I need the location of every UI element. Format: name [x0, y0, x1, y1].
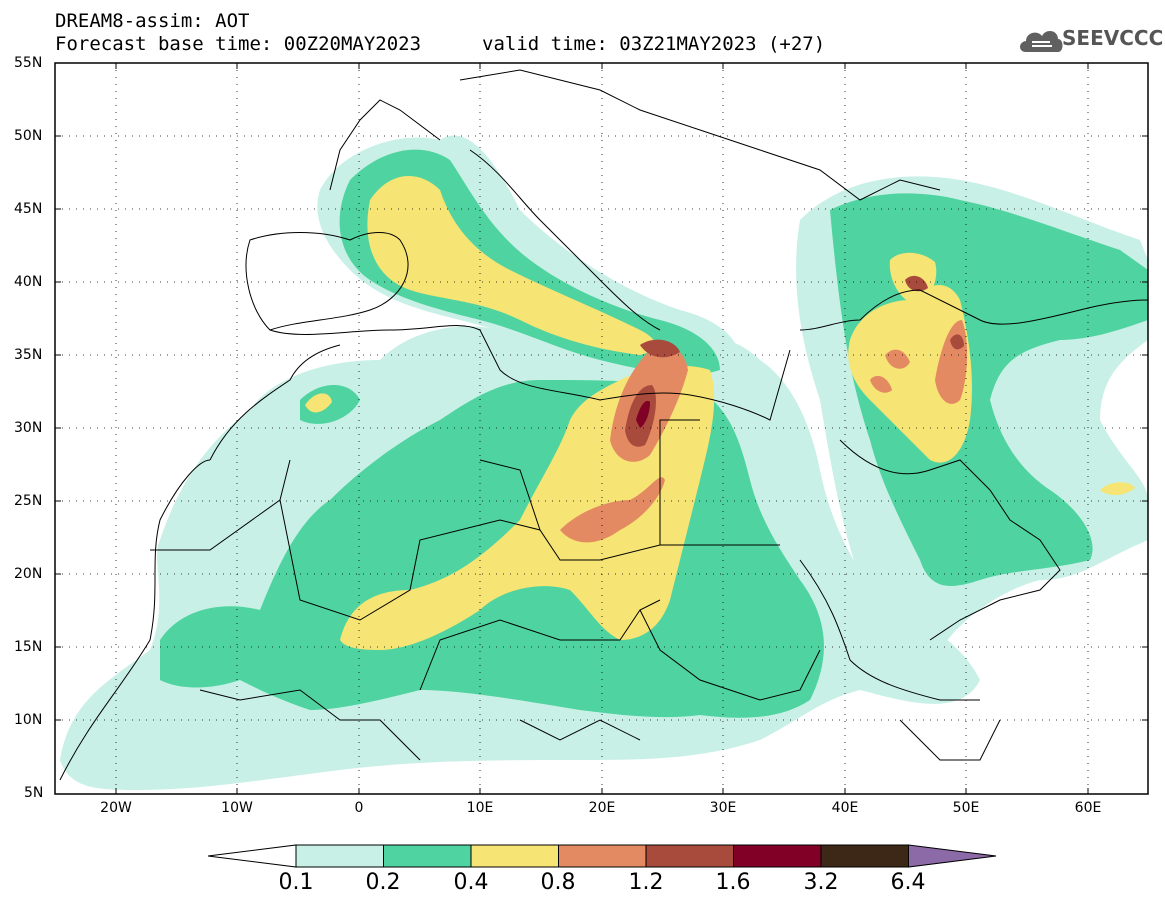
lat-label-5n: 5N	[24, 785, 44, 801]
axis-ticks	[55, 62, 1148, 795]
lat-label-50n: 50N	[14, 128, 43, 144]
colorbar-label-0-8: 0.8	[540, 870, 576, 895]
lat-label-40n: 40N	[14, 274, 43, 290]
colorbar-label-1-2: 1.2	[628, 870, 664, 895]
lat-label-25n: 25N	[14, 493, 43, 509]
lat-label-10n: 10N	[14, 712, 43, 728]
lon-label-50e: 50E	[952, 800, 980, 816]
lon-label-20e: 20E	[588, 800, 616, 816]
colorbar-label-0-1: 0.1	[278, 870, 314, 895]
lon-label-60e: 60E	[1074, 800, 1102, 816]
lon-label-30e: 30E	[709, 800, 737, 816]
country-borders	[59, 69, 1148, 781]
lat-label-45n: 45N	[14, 201, 43, 217]
colorbar-label-3-2: 3.2	[803, 870, 839, 895]
cloud-logo-icon	[1020, 30, 1063, 52]
lon-label-40e: 40E	[831, 800, 859, 816]
lon-label-0: 0	[354, 800, 364, 816]
lat-label-35n: 35N	[14, 347, 43, 363]
gridlines	[55, 63, 1148, 794]
lon-label-10w: 10W	[221, 800, 253, 816]
lat-label-20n: 20N	[14, 566, 43, 582]
aot-level-darkred	[636, 400, 650, 428]
lat-label-55n: 55N	[14, 55, 43, 71]
base-time-label: Forecast base time: 00Z20MAY2023	[55, 33, 422, 55]
lon-label-10e: 10E	[466, 800, 494, 816]
colorbar-label-6-4: 6.4	[890, 870, 926, 895]
colorbar-label-1-6: 1.6	[715, 870, 751, 895]
valid-time-label: valid time: 03Z21MAY2023 (+27)	[482, 33, 826, 55]
lat-label-30n: 30N	[14, 420, 43, 436]
lon-label-20w: 20W	[100, 800, 132, 816]
lat-label-15n: 15N	[14, 639, 43, 655]
chart-title: DREAM8-assim: AOT	[55, 10, 250, 32]
colorbar-label-0-4: 0.4	[453, 870, 489, 895]
colorbar-label-0-2: 0.2	[365, 870, 401, 895]
aot-contours	[60, 135, 1148, 790]
aot-level-salmon	[560, 477, 665, 543]
logo-text: SEEVCCC	[1062, 26, 1164, 50]
